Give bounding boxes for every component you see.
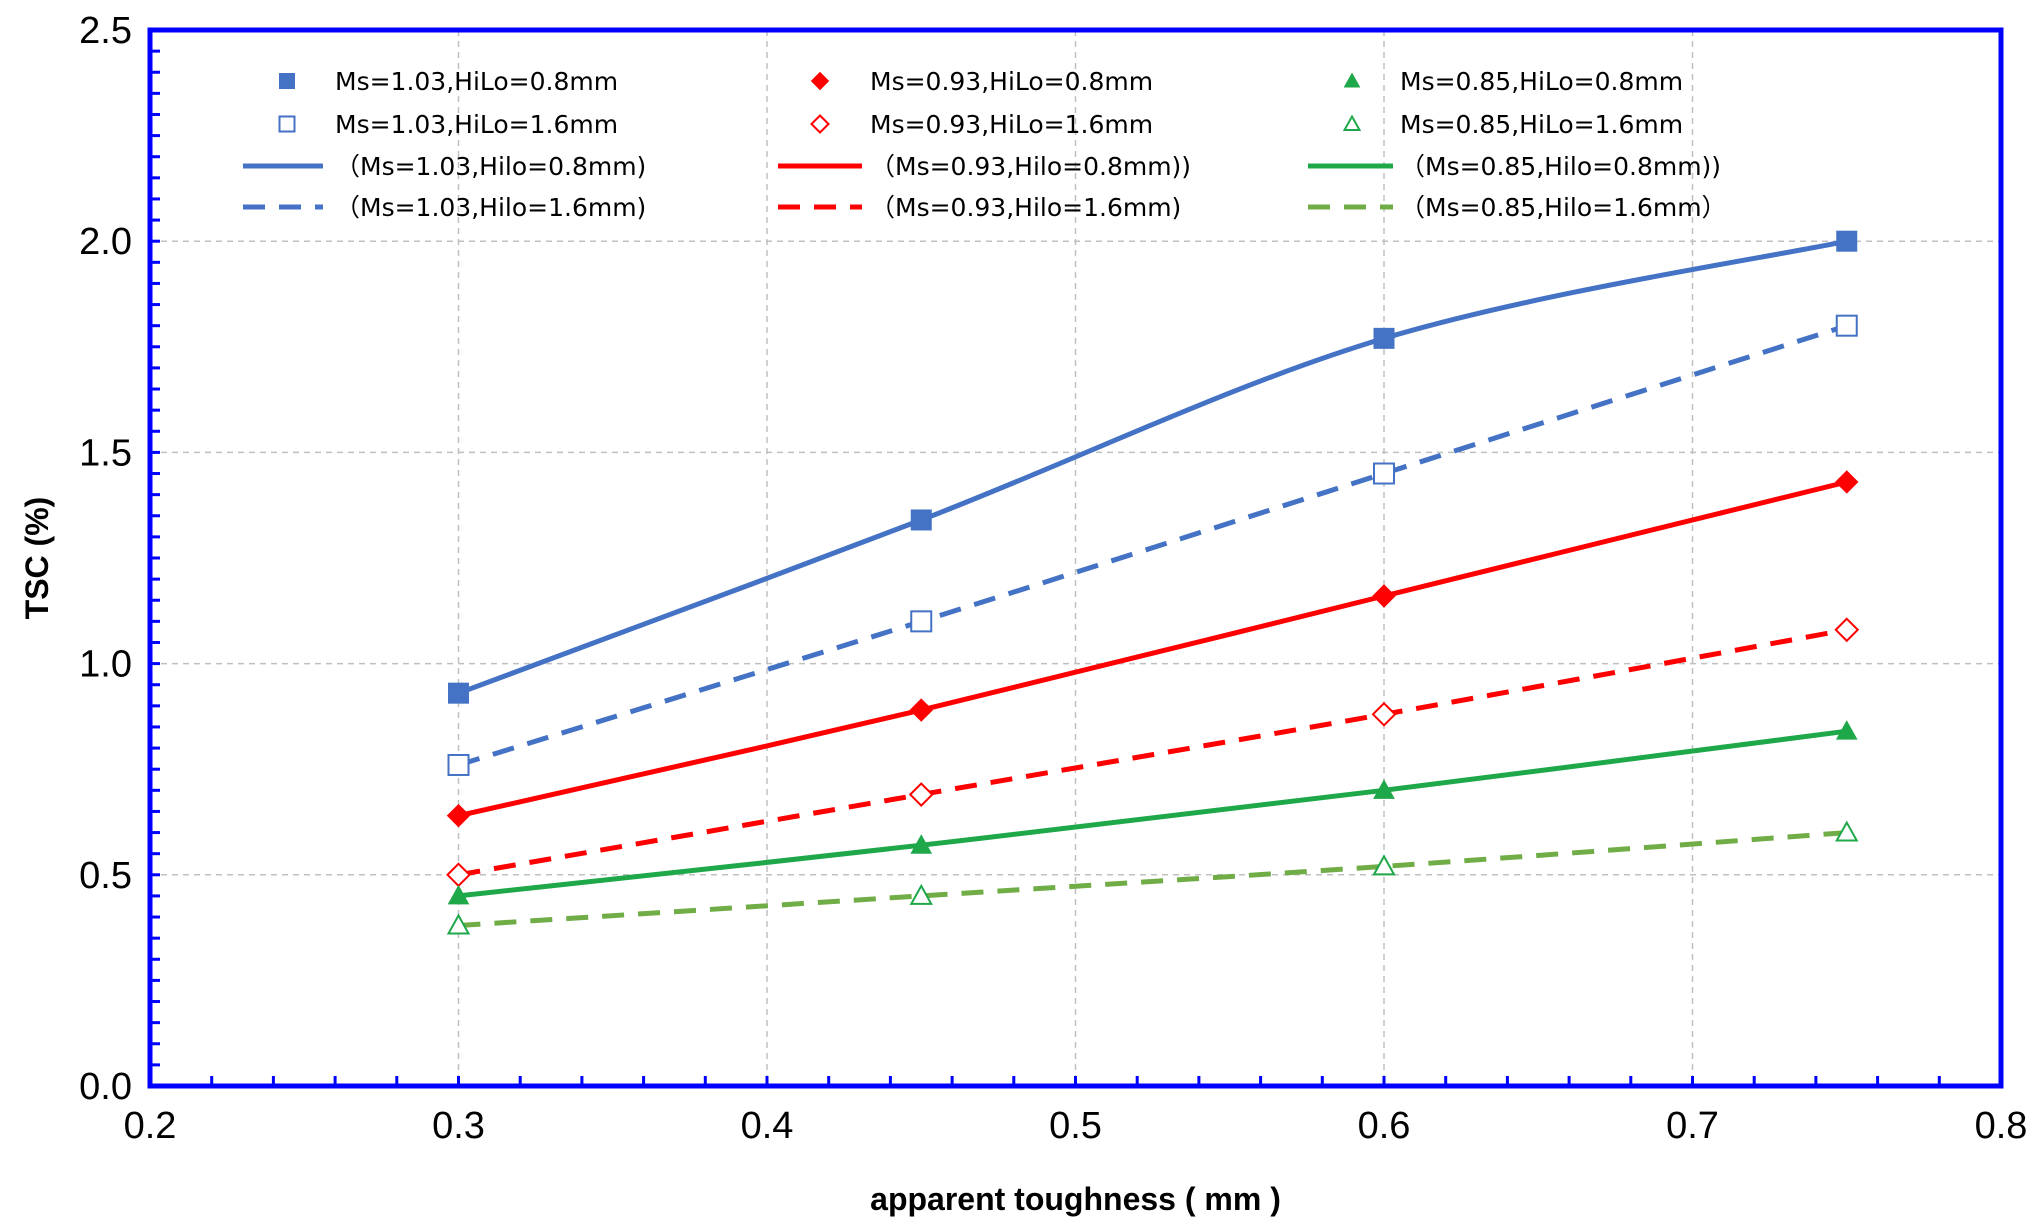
data-point-ms-1-03-hilo-0-8mm — [1373, 327, 1395, 349]
legend-label: Ms=0.85,HiLo=1.6mm — [1400, 110, 1683, 139]
data-point-ms-0-85-hilo-0-8mm — [1835, 720, 1858, 740]
data-point-ms-0-85-hilo-0-8mm — [1373, 779, 1395, 799]
legend-label: Ms=1.03,HiLo=1.6mm — [335, 110, 618, 139]
legend-marker-ms-0-85-hilo-0-8mm — [1343, 72, 1361, 88]
y-tick-labels: 0.0 0.5 1.0 1.5 2.0 2.5 — [79, 10, 132, 1108]
data-point-ms-0-85-hilo-1-6mm — [1372, 854, 1396, 876]
data-point-ms-0-85-hilo-0-8mm — [910, 834, 933, 854]
y-tick-label: 1.0 — [79, 644, 132, 686]
data-point-ms-0-93-hilo-1-6mm — [1834, 617, 1860, 643]
data-point-ms-0-93-hilo-0-8mm — [1372, 584, 1396, 608]
legend-label: Ms=0.85,HiLo=0.8mm — [1400, 67, 1683, 96]
x-tick-labels: 0.2 0.3 0.4 0.5 0.6 0.7 0.8 — [124, 1105, 2028, 1147]
data-point-ms-1-03-hilo-1-6mm — [1373, 462, 1395, 485]
data-point-ms-1-03-hilo-1-6mm — [910, 610, 933, 633]
legend-marker-ms-1-03-hilo-0-8mm — [279, 73, 295, 89]
y-tick-label: 1.5 — [79, 432, 132, 474]
x-tick-label: 0.8 — [1975, 1105, 2028, 1147]
data-point-ms-0-93-hilo-0-8mm — [446, 803, 471, 828]
legend-marker-ms-0-93-hilo-0-8mm — [810, 71, 830, 91]
series-line-ms-0-85-hilo-1-6mm — [458, 830, 1847, 928]
y-tick-label: 0.0 — [79, 1066, 132, 1108]
data-point-ms-0-85-hilo-1-6mm — [909, 883, 933, 905]
data-point-ms-1-03-hilo-0-8mm — [448, 682, 469, 704]
legend-label: （Ms=0.93,Hilo=1.6mm) — [870, 193, 1181, 222]
legend-marker-ms-0-85-hilo-1-6mm — [1342, 114, 1362, 131]
data-point-ms-0-93-hilo-0-8mm — [909, 698, 933, 722]
data-point-ms-0-93-hilo-0-8mm — [1835, 470, 1859, 494]
y-axis-label: TSC (%) — [19, 497, 55, 620]
y-tick-label: 2.0 — [79, 221, 132, 263]
data-point-ms-0-93-hilo-1-6mm — [1371, 701, 1397, 727]
legend-label: （Ms=0.93,Hilo=0.8mm)) — [870, 152, 1191, 181]
series-lines — [457, 238, 1848, 928]
data-point-ms-0-85-hilo-1-6mm — [446, 913, 471, 935]
gridlines — [150, 30, 2001, 1086]
series-line-ms-0-93-hilo-1-6mm — [458, 627, 1848, 878]
y-tick-label: 2.5 — [79, 10, 132, 52]
legend-label: （Ms=1.03,Hilo=0.8mm) — [335, 152, 646, 181]
data-point-ms-1-03-hilo-1-6mm — [447, 753, 470, 776]
series-line-ms-0-93-hilo-0-8mm — [457, 479, 1848, 819]
x-tick-label: 0.7 — [1666, 1105, 1719, 1147]
y-tick-label: 0.5 — [79, 855, 132, 897]
legend-label: Ms=1.03,HiLo=0.8mm — [335, 67, 618, 96]
legend-label: （Ms=1.03,Hilo=1.6mm) — [335, 193, 646, 222]
x-tick-label: 0.3 — [432, 1105, 485, 1147]
x-tick-label: 0.5 — [1049, 1105, 1102, 1147]
minor-ticks — [148, 28, 2003, 1088]
data-point-ms-1-03-hilo-1-6mm — [1835, 314, 1858, 337]
data-point-ms-1-03-hilo-0-8mm — [910, 509, 932, 531]
legend-label: Ms=0.93,HiLo=0.8mm — [870, 67, 1153, 96]
x-tick-label: 0.4 — [741, 1105, 794, 1147]
data-point-ms-0-85-hilo-0-8mm — [447, 884, 470, 905]
legend-label: （Ms=0.85,Hilo=0.8mm)) — [1400, 152, 1721, 181]
data-points — [446, 230, 1860, 935]
legend-marker-ms-1-03-hilo-1-6mm — [278, 115, 296, 133]
data-point-ms-0-93-hilo-1-6mm — [908, 782, 934, 807]
legend: Ms=1.03,HiLo=0.8mm Ms=1.03,HiLo=1.6mm Ms=0… — [243, 67, 1727, 222]
legend-label: （Ms=0.85,Hilo=1.6mm） — [1400, 193, 1727, 222]
x-axis-label: apparent toughness ( mm ) — [870, 1181, 1281, 1217]
legend-label: Ms=0.93,HiLo=1.6mm — [870, 110, 1153, 139]
series-line-ms-0-85-hilo-0-8mm — [458, 728, 1848, 899]
data-point-ms-0-93-hilo-1-6mm — [446, 862, 471, 888]
data-point-ms-1-03-hilo-0-8mm — [1836, 230, 1858, 252]
series-line-ms-1-03-hilo-0-8mm — [457, 238, 1848, 696]
data-point-ms-0-85-hilo-1-6mm — [1835, 820, 1859, 842]
x-tick-label: 0.6 — [1358, 1105, 1411, 1147]
series-line-ms-1-03-hilo-1-6mm — [457, 323, 1848, 768]
x-tick-label: 0.2 — [124, 1105, 177, 1147]
legend-marker-ms-0-93-hilo-1-6mm — [810, 114, 830, 134]
